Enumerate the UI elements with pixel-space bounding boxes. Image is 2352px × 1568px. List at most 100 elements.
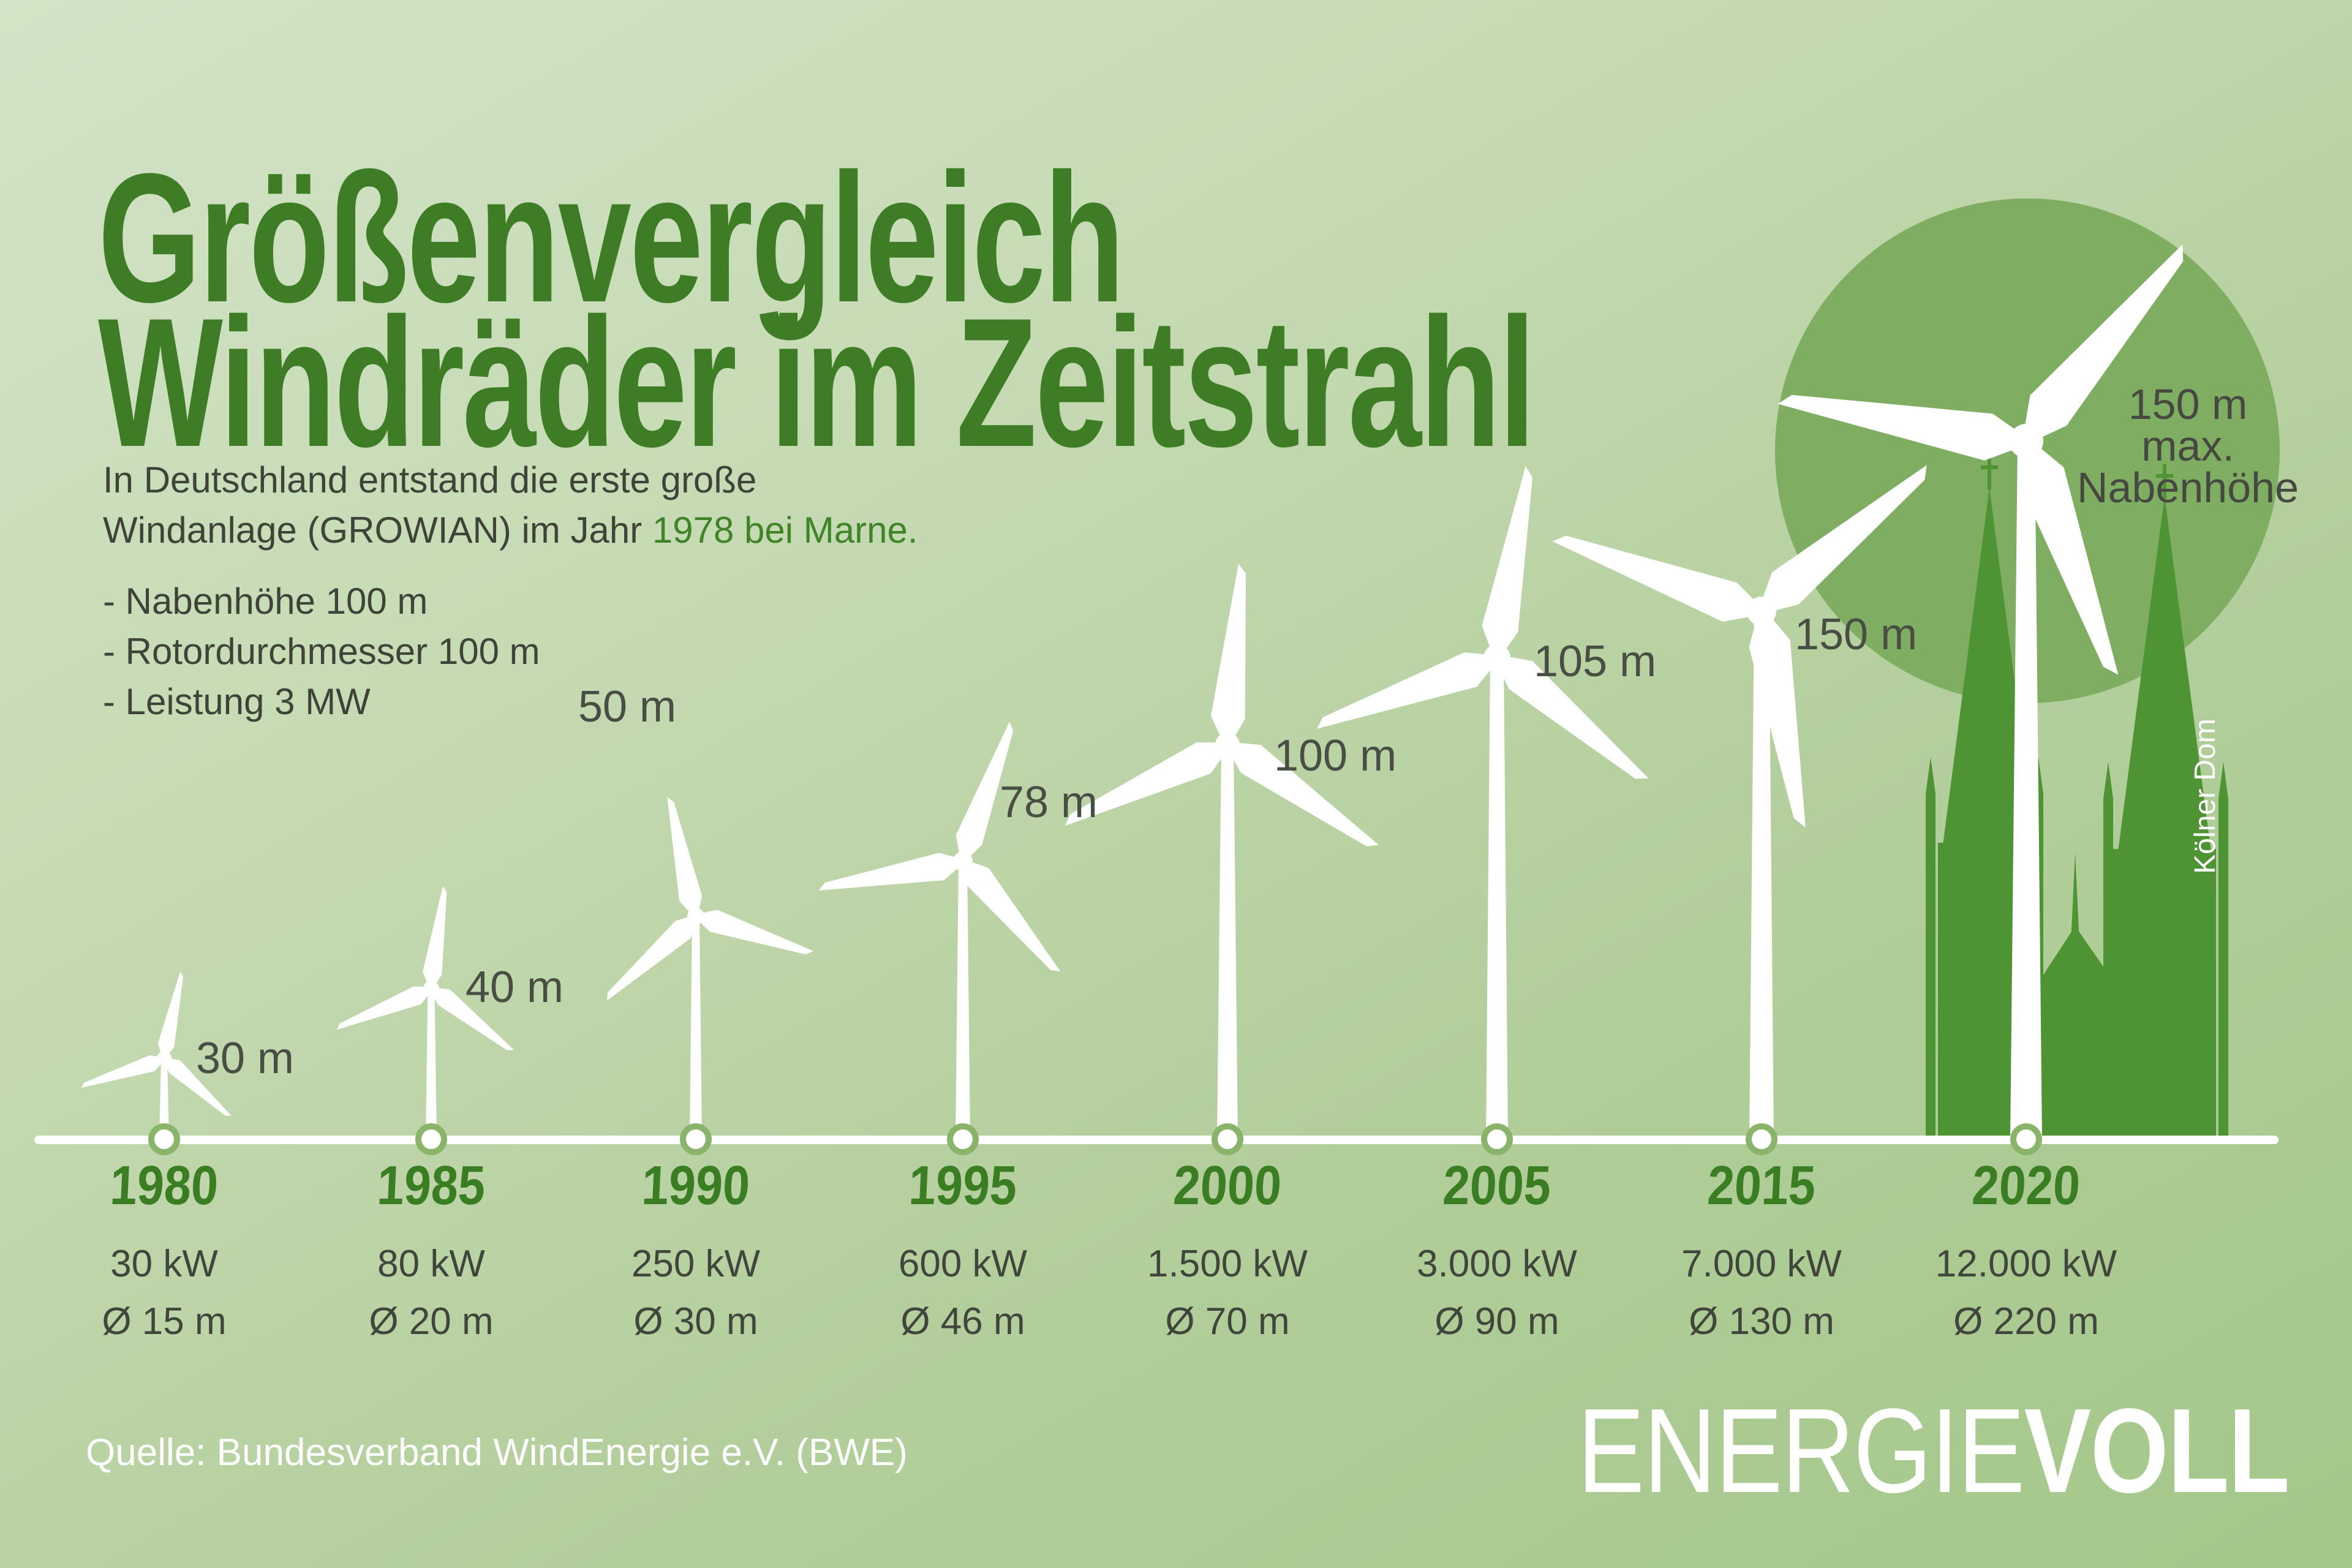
hub-note-line: Nabenhöhe bbox=[2077, 464, 2299, 512]
turbine-specs: 7.000 kW Ø 130 m bbox=[1629, 1235, 1894, 1350]
rotor-diameter-value: Ø 70 m bbox=[1165, 1300, 1290, 1343]
year-label: 2020 bbox=[1970, 1154, 2082, 1216]
year-label: 2000 bbox=[1172, 1154, 1283, 1216]
turbine-specs: 12.000 kW Ø 220 m bbox=[1894, 1235, 2158, 1350]
turbine-blade bbox=[429, 986, 514, 1050]
timeline-node bbox=[148, 1123, 180, 1155]
turbine-blade bbox=[667, 797, 703, 920]
timeline-node bbox=[1212, 1123, 1243, 1155]
turbine-tower bbox=[426, 989, 437, 1139]
turbine-tower bbox=[2010, 441, 2042, 1139]
spec-bullet: - Nabenhöhe 100 m bbox=[103, 582, 428, 622]
rotor-diameter-value: Ø 15 m bbox=[102, 1300, 227, 1343]
turbine-specs: 30 kW Ø 15 m bbox=[32, 1235, 296, 1350]
timeline-node bbox=[1481, 1123, 1513, 1155]
turbine-blade bbox=[960, 858, 1061, 971]
year-label: 1990 bbox=[640, 1154, 752, 1216]
year-label: 2015 bbox=[1706, 1154, 1817, 1216]
wind-turbine-2005 bbox=[1316, 466, 1649, 1139]
turbine-specs: 600 kW Ø 46 m bbox=[831, 1235, 1095, 1350]
intro-line1: In Deutschland entstand die erste große bbox=[103, 461, 757, 501]
turbine-blade bbox=[162, 1057, 232, 1116]
wind-turbine-1990 bbox=[606, 797, 813, 1139]
turbine-hub bbox=[687, 908, 704, 925]
turbine-blade bbox=[1552, 535, 1768, 622]
power-value: 7.000 kW bbox=[1681, 1242, 1842, 1285]
turbine-hub bbox=[157, 1051, 172, 1066]
turbine-blade bbox=[1749, 605, 1806, 827]
wind-turbine-2020 bbox=[1777, 244, 2184, 1139]
wind-turbines bbox=[81, 244, 2184, 1139]
spec-bullet: - Leistung 3 MW bbox=[103, 682, 371, 723]
turbine-specs: 3.000 kW Ø 90 m bbox=[1365, 1235, 1629, 1350]
turbine-blade bbox=[2019, 434, 2119, 675]
timeline-column-2020: 2020 12.000 kW Ø 220 m bbox=[1894, 1154, 2158, 1350]
power-value: 12.000 kW bbox=[1935, 1242, 2117, 1285]
hub-height-label: 50 m bbox=[578, 681, 677, 731]
turbine-tower bbox=[690, 916, 702, 1139]
hub-note-line: max. bbox=[2141, 423, 2234, 470]
turbine-hub bbox=[953, 851, 973, 871]
growian-spec-list: - Nabenhöhe 100 m - Rotordurchmesser 100 … bbox=[103, 577, 918, 728]
wind-turbine-2000 bbox=[1065, 564, 1379, 1139]
cross-icon bbox=[1981, 456, 1998, 490]
wind-turbine-1980 bbox=[81, 971, 232, 1139]
turbine-tower bbox=[956, 861, 970, 1139]
rotor-diameter-value: Ø 46 m bbox=[900, 1300, 1025, 1343]
title-line2: Windräder im Zeitstrahl bbox=[98, 279, 1536, 484]
turbine-blade bbox=[1223, 741, 1379, 846]
intro-text: In Deutschland entstand die erste große … bbox=[103, 456, 918, 728]
year-label: 1995 bbox=[907, 1154, 1019, 1216]
brand-logo: ENERGIEVOLL bbox=[1577, 1382, 2289, 1520]
year-label: 2005 bbox=[1441, 1154, 1553, 1216]
wind-turbine-1985 bbox=[336, 886, 514, 1139]
turbine-blade bbox=[818, 853, 968, 891]
turbine-specs: 1.500 kW Ø 70 m bbox=[1095, 1235, 1360, 1350]
wind-turbine-1995 bbox=[818, 722, 1061, 1139]
hub-height-label: 78 m bbox=[999, 777, 1098, 827]
intro-line2-plain: Windanlage (GROWIAN) im Jahr bbox=[103, 511, 652, 551]
year-label: 1980 bbox=[108, 1154, 220, 1216]
turbine-blade bbox=[606, 913, 699, 1001]
power-value: 250 kW bbox=[631, 1242, 761, 1285]
turbine-blade bbox=[692, 910, 813, 955]
turbine-blade bbox=[1777, 394, 2034, 461]
timeline-node bbox=[415, 1123, 447, 1155]
turbine-blade bbox=[423, 886, 447, 992]
timeline-column-1980: 1980 30 kW Ø 15 m bbox=[32, 1154, 296, 1350]
hub-height-label: 30 m bbox=[195, 1033, 295, 1083]
spec-bullet: - Rotordurchmesser 100 m bbox=[103, 632, 540, 673]
hub-height-label: 100 m bbox=[1273, 730, 1397, 780]
timeline-column-1990: 1990 250 kW Ø 30 m bbox=[564, 1154, 828, 1350]
rotor-diameter-value: Ø 130 m bbox=[1689, 1300, 1834, 1343]
power-value: 3.000 kW bbox=[1417, 1242, 1577, 1285]
turbine-blade bbox=[81, 1055, 167, 1088]
turbine-tower bbox=[1217, 745, 1238, 1139]
cathedral-label: Kölner Dom bbox=[2189, 718, 2222, 874]
timeline-nodes bbox=[148, 1123, 2042, 1155]
turbine-specs: 80 kW Ø 20 m bbox=[299, 1235, 564, 1350]
hub-note-line: 150 m bbox=[2128, 381, 2248, 429]
intro-line2: Windanlage (GROWIAN) im Jahr 1978 bei Ma… bbox=[103, 506, 918, 556]
turbine-blade bbox=[1210, 564, 1246, 750]
power-value: 600 kW bbox=[898, 1242, 1028, 1285]
turbine-tower bbox=[1486, 658, 1508, 1139]
turbine-hub bbox=[423, 981, 439, 997]
title-line1: Größenvergleich bbox=[98, 134, 1125, 340]
timeline-column-1995: 1995 600 kW Ø 46 m bbox=[831, 1154, 1095, 1350]
rotor-diameter-value: Ø 30 m bbox=[633, 1300, 758, 1343]
turbine-blade bbox=[157, 971, 184, 1061]
timeline-column-2015: 2015 7.000 kW Ø 130 m bbox=[1629, 1154, 1894, 1350]
timeline-line bbox=[34, 1136, 2278, 1144]
power-value: 80 kW bbox=[377, 1242, 485, 1285]
timeline-node bbox=[2010, 1123, 2042, 1155]
turbine-blade bbox=[1492, 654, 1649, 779]
power-value: 30 kW bbox=[110, 1242, 218, 1285]
hub-height-label: 150 m bbox=[1794, 609, 1918, 659]
logo-part-energie: ENERGIE bbox=[1577, 1383, 2024, 1518]
turbine-specs: 250 kW Ø 30 m bbox=[564, 1235, 828, 1350]
turbine-blade bbox=[336, 986, 434, 1030]
